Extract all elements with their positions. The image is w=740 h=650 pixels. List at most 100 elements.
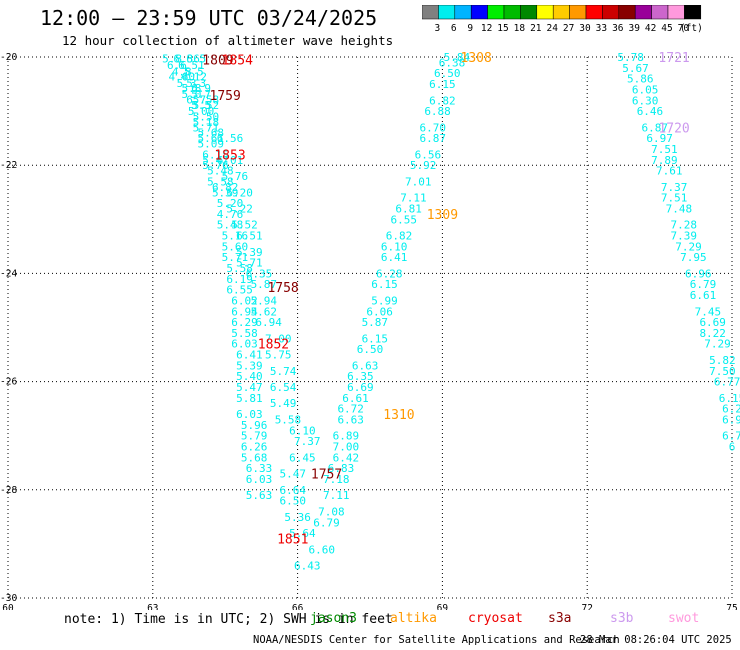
wave-height-value: 6.43 (294, 560, 321, 573)
wave-height-value: 5.3 (177, 77, 197, 90)
colorbar-tick-label: 39 (628, 23, 640, 34)
wave-height-value: 6.10 (289, 424, 316, 437)
wave-height-value: 6.03 (236, 408, 263, 421)
colorbar-tick-label: 15 (497, 23, 508, 34)
wave-height-value: 5.58 (231, 327, 258, 340)
wave-height-value: 5.09 (197, 138, 224, 151)
wave-height-value: 6.20 (226, 186, 253, 199)
wave-height-value: 6.82 (429, 94, 456, 107)
wave-height-value: 7.51 (651, 143, 678, 156)
wave-height-value: 5.75 (265, 349, 292, 362)
wave-height-value: 5.49 (270, 397, 297, 410)
wave-height-value: 5.87 (251, 278, 278, 291)
wave-height-value: 6.64 (280, 484, 307, 497)
wave-height-value: 6.36 (173, 53, 200, 66)
wave-height-value: 7.50 (709, 365, 736, 378)
wave-height-value: 7.00 (265, 332, 292, 345)
wave-height-value: 5.71 (193, 121, 220, 134)
wave-height-value: 5.60 (222, 240, 249, 253)
wave-height-value: 5.5 (191, 99, 211, 112)
colorbar-unit-label: (ft) (680, 23, 703, 34)
wave-height-value: 5.52 (193, 99, 220, 112)
wave-height-value: 6.05 (632, 83, 659, 96)
wave-height-value: 5.61 (197, 132, 224, 145)
color-scale-legend: 3 6 9 12 15 18 21 24 27 30 33 36 39 42 45 70(ft) (422, 5, 703, 34)
pass-label: 1809 (202, 54, 233, 69)
satellite-legend-item: cryosat (468, 611, 523, 626)
wave-height-value: 6.50 (280, 495, 307, 508)
pass-label: 1759 (210, 89, 241, 104)
wave-height-value: 6.03 (231, 338, 258, 351)
wave-height-chart: 60 63 66 69 72 75-20-22-24-26-28-305.86.366.5… (0, 51, 740, 610)
colorbar-tick-label: 27 (563, 23, 574, 34)
footer-note: note: 1) Time is in UTC; 2) SWH is in fe… (64, 612, 393, 627)
colorbar-tick-label: 3 (435, 23, 441, 34)
wave-height-value: 5.79 (241, 430, 268, 443)
wave-height-value: 7.11 (400, 192, 427, 205)
wave-height-value: 6.72 (337, 403, 364, 416)
y-tick-label: -28 (0, 485, 17, 496)
wave-height-value: 7.01 (405, 175, 432, 188)
wave-height-value: 6.83 (328, 462, 355, 475)
wave-height-value: 6.15 (429, 78, 456, 91)
wave-height-value: 6.63 (352, 359, 379, 372)
wave-height-value: 6.82 (386, 230, 413, 243)
wave-height-value: 5.76 (202, 159, 229, 172)
wave-height-value: 6.30 (632, 94, 659, 107)
wave-height-value: 5.58 (193, 94, 220, 107)
wave-height-value: 4.8 (172, 66, 192, 79)
wave-height-value: 5.40 (236, 370, 263, 383)
pass-label: 1721 (658, 51, 689, 66)
wave-height-value: 6.88 (424, 105, 451, 118)
wave-height-value: 5.58 (226, 262, 253, 275)
y-tick-label: -22 (0, 160, 17, 171)
wave-height-value: 5.92 (410, 159, 437, 172)
colorbar-tick-label: 21 (530, 23, 542, 34)
page-title: 12:00 – 23:59 UTC 03/24/2025 (40, 6, 378, 30)
wave-height-value: 7.08 (318, 505, 345, 518)
x-tick-label: 63 (147, 603, 158, 610)
wave-height-value: 6.94 (231, 305, 258, 318)
wave-height-value: 6.06 (366, 305, 393, 318)
wave-height-value: 6.35 (347, 370, 374, 383)
wave-height-value: 7.29 (675, 240, 702, 253)
wave-height-value: 6.89 (333, 430, 360, 443)
wave-height-value: 6.7 (722, 430, 740, 443)
satellite-legend-item: swot (668, 611, 700, 626)
wave-height-value: 6.61 (690, 289, 717, 302)
pass-label: 1720 (658, 121, 689, 136)
wave-height-value: 6.42 (333, 451, 360, 464)
wave-height-value: 5.76 (222, 170, 249, 183)
colorbar-tick-label: 45 (661, 23, 672, 34)
footer-timestamp: 28 Mar 08:26:04 UTC 2025 (580, 634, 732, 646)
wave-height-value: 6.01 (217, 154, 244, 167)
colorbar-tick-label: 18 (514, 23, 526, 34)
wave-height-value: 6.79 (313, 516, 340, 529)
wave-height-value: 6.69 (347, 381, 374, 394)
wave-height-value: 5.47 (236, 381, 263, 394)
wave-height-value: 7.18 (323, 473, 350, 486)
wave-height-value: 6.02 (231, 294, 258, 307)
wave-height-value: 6.50 (357, 343, 384, 356)
x-tick-label: 60 (2, 603, 14, 610)
y-tick-label: -26 (0, 377, 17, 388)
wave-height-value: 5.47 (202, 154, 229, 167)
wave-height-value: 5.39 (236, 359, 263, 372)
wave-height-value: 7.11 (323, 489, 350, 502)
wave-height-value: 6.60 (308, 543, 335, 556)
wave-height-value: 6.5 (186, 53, 206, 66)
wave-height-value: 5.86 (627, 73, 654, 86)
wave-height-value: 5.00 (188, 105, 215, 118)
wave-height-value: 6.96 (685, 267, 712, 280)
wave-height-value: 6.55 (226, 284, 253, 297)
wave-height-value: 5.8 (181, 82, 201, 95)
x-tick-label: 72 (581, 603, 592, 610)
wave-height-value: 6.38 (439, 56, 466, 69)
wave-height-value: 5.7 (191, 88, 211, 101)
wave-height-value: 6.54 (270, 381, 297, 394)
pass-label: 1854 (222, 54, 253, 69)
wave-height-value: 5.84 (444, 51, 471, 64)
pass-label: 1310 (383, 408, 414, 423)
wave-height-value: 5.62 (251, 305, 278, 318)
wave-height-value: 7.51 (661, 192, 688, 205)
